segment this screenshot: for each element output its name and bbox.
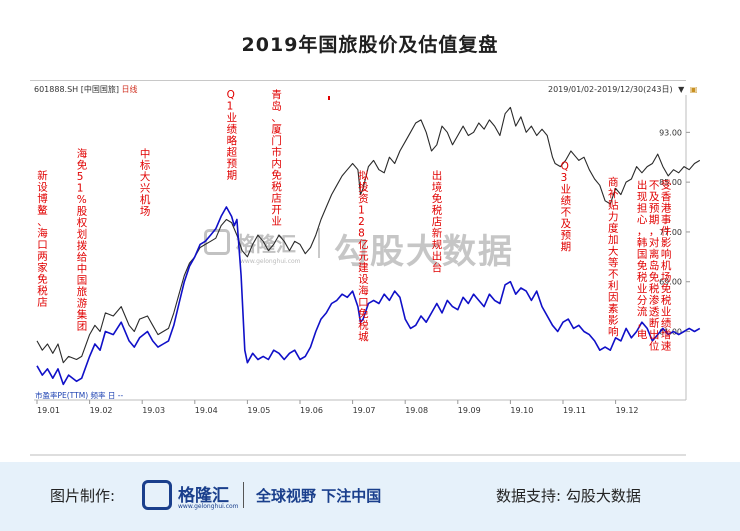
settings-box-icon[interactable]: ▣ bbox=[689, 85, 698, 94]
y-tick-label: 85.00 bbox=[659, 178, 682, 187]
x-tick-label: 19.06 bbox=[300, 406, 323, 415]
y-tick-label: 61.00 bbox=[659, 328, 682, 337]
annotation-label: 拟投资 1 2 8 亿元建设海口免税城 bbox=[358, 169, 369, 343]
red-marker bbox=[328, 96, 330, 100]
stock-name: [中国国旅] bbox=[80, 85, 119, 94]
x-tick-label: 19.07 bbox=[353, 406, 376, 415]
x-tick-label: 19.08 bbox=[405, 406, 428, 415]
slogan: 全球视野 下注中国 bbox=[256, 487, 382, 505]
x-tick-label: 19.02 bbox=[90, 406, 113, 415]
annotation-label: 中标大兴机场 bbox=[140, 147, 151, 218]
annotation-label: 受香港事件影响机场免税业绩增速 bbox=[661, 179, 672, 352]
indicator-label: 市盈率PE(TTM) 频率 日 -- bbox=[35, 390, 123, 400]
logo-url: www.gelonghui.com bbox=[178, 503, 239, 510]
chart-title: 2019年国旅股价及估值复盘 bbox=[241, 34, 499, 56]
stock-code: 601888.SH bbox=[34, 85, 79, 94]
logo-text: 格隆汇 bbox=[178, 486, 229, 506]
data-support: 数据支持: 勾股大数据 bbox=[496, 487, 641, 505]
annotation-label: 青岛、厦门市内免税店开业 bbox=[271, 88, 282, 228]
annotation-label: Q 1 业绩略超预期 bbox=[227, 89, 238, 182]
watermark-main: 勾股大数据 bbox=[334, 232, 514, 272]
stock-chart: 93.00 85.00 77.00 69.00 61.00 19.01 19.02 19.03… bbox=[30, 88, 701, 456]
x-tick-label: 19.11 bbox=[563, 406, 586, 415]
x-tick-label: 19.10 bbox=[510, 406, 533, 415]
annotation-label: 出现担心，韩国免税业分流，电 bbox=[637, 178, 648, 341]
footer: 图片制作: 格隆汇 www.gelonghui.com 全球视野 下注中国 数据… bbox=[0, 462, 740, 531]
x-tick-label: 19.12 bbox=[616, 406, 639, 415]
y-tick-label: 77.00 bbox=[659, 228, 682, 237]
x-tick-label: 19.09 bbox=[458, 406, 481, 415]
footer-divider bbox=[243, 482, 244, 508]
gelonghui-logo-icon bbox=[142, 480, 172, 510]
dropdown-icon[interactable]: ▼ bbox=[678, 85, 685, 94]
watermark-separator bbox=[318, 228, 320, 258]
maker-label: 图片制作: bbox=[50, 487, 116, 505]
annotation-label: 商补贴力度加大等不利因素影响 bbox=[608, 175, 619, 338]
annotation-label: 海免 5 1 %股权划拨给中国旅游集团 bbox=[77, 147, 88, 333]
x-tick-label: 19.01 bbox=[37, 406, 60, 415]
x-tick-label: 19.04 bbox=[195, 406, 218, 415]
y-tick-label: 69.00 bbox=[659, 278, 682, 287]
annotation-label: 新设博鳌、海口两家免税店 bbox=[37, 169, 48, 309]
period-label[interactable]: 日线 bbox=[121, 85, 138, 94]
header-divider bbox=[30, 80, 686, 81]
watermark-url: www.gelonghui.com bbox=[240, 258, 301, 265]
range-header: 2019/01/02-2019/12/30(243日) ▼ ▣ bbox=[548, 84, 697, 95]
x-tick-label: 19.05 bbox=[247, 406, 270, 415]
annotation-label: 出境免税店新规出台 bbox=[432, 169, 443, 274]
date-range[interactable]: 2019/01/02-2019/12/30(243日) bbox=[548, 85, 673, 94]
y-tick-label: 93.00 bbox=[659, 128, 682, 137]
annotation-label: 不及预期，对离岛免税渗透断出位 bbox=[649, 179, 660, 352]
pe-ttm-line bbox=[36, 206, 701, 386]
price-line bbox=[36, 106, 701, 364]
x-tick-label: 19.03 bbox=[142, 406, 165, 415]
annotation-label: Q 3 业绩不及预期 bbox=[561, 161, 572, 254]
stock-header: 601888.SH [中国国旅] 日线 bbox=[34, 84, 138, 95]
